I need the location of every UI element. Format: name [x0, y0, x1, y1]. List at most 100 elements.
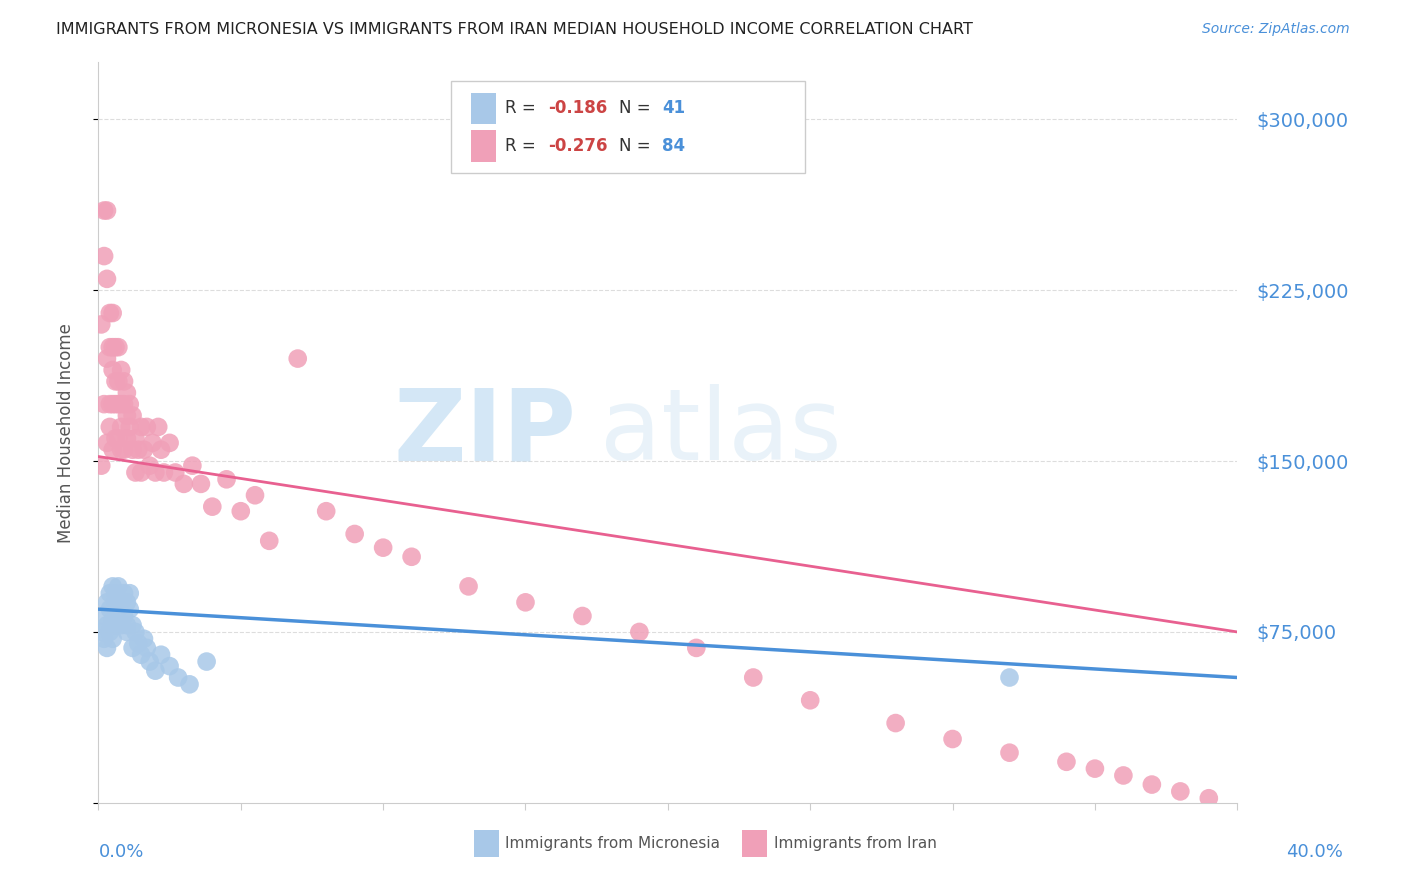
Point: [195, 655, 218, 669]
Point: [127, 636, 149, 650]
Point: [1198, 791, 1220, 805]
Point: [110, 397, 132, 411]
Point: [129, 466, 152, 480]
Point: [138, 458, 160, 473]
Point: [373, 541, 395, 555]
Point: [104, 431, 127, 445]
Point: [96, 435, 118, 450]
Point: [90, 458, 112, 473]
Point: [121, 640, 143, 655]
Point: [104, 340, 127, 354]
Text: IMMIGRANTS FROM MICRONESIA VS IMMIGRANTS FROM IRAN MEDIAN HOUSEHOLD INCOME CORRE: IMMIGRANTS FROM MICRONESIA VS IMMIGRANTS…: [56, 22, 973, 37]
Point: [115, 409, 138, 423]
Point: [101, 579, 124, 593]
Point: [110, 595, 132, 609]
Point: [229, 504, 252, 518]
Point: [685, 640, 707, 655]
Point: [628, 624, 651, 639]
Point: [129, 420, 152, 434]
Point: [96, 595, 118, 609]
Point: [115, 595, 138, 609]
Point: [159, 659, 181, 673]
Point: [90, 318, 112, 332]
Text: -0.276: -0.276: [548, 137, 607, 155]
Point: [93, 203, 115, 218]
Point: [884, 716, 907, 731]
Bar: [471, 130, 496, 161]
Point: [1112, 768, 1135, 782]
Point: [107, 431, 129, 445]
Point: [167, 671, 190, 685]
Point: [118, 420, 141, 434]
Point: [145, 664, 167, 678]
Point: [124, 431, 146, 445]
Point: [121, 442, 143, 457]
Point: [799, 693, 821, 707]
Point: [259, 533, 281, 548]
Point: [150, 442, 173, 457]
Point: [107, 602, 129, 616]
Point: [135, 640, 157, 655]
Point: [110, 363, 132, 377]
Point: [101, 363, 124, 377]
Point: [93, 397, 115, 411]
Text: N =: N =: [619, 100, 655, 118]
Point: [104, 397, 127, 411]
Point: [179, 677, 201, 691]
Point: [93, 609, 115, 624]
Point: [112, 609, 135, 624]
Point: [98, 397, 121, 411]
Point: [1084, 762, 1107, 776]
Text: 41: 41: [662, 100, 685, 118]
Point: [98, 340, 121, 354]
Text: Immigrants from Micronesia: Immigrants from Micronesia: [505, 836, 720, 851]
Point: [138, 655, 160, 669]
Point: [343, 527, 366, 541]
Point: [112, 442, 135, 457]
Bar: [742, 830, 766, 857]
Bar: [474, 830, 499, 857]
Point: [153, 466, 176, 480]
Point: [401, 549, 423, 564]
Point: [457, 579, 479, 593]
Point: [112, 586, 135, 600]
Point: [571, 609, 593, 624]
Point: [129, 648, 152, 662]
Point: [1056, 755, 1078, 769]
Point: [1140, 778, 1163, 792]
Text: N =: N =: [619, 137, 655, 155]
Point: [124, 624, 146, 639]
Point: [150, 648, 173, 662]
Point: [96, 351, 118, 366]
Text: Source: ZipAtlas.com: Source: ZipAtlas.com: [1202, 22, 1350, 37]
Text: ZIP: ZIP: [394, 384, 576, 481]
Point: [101, 442, 124, 457]
Point: [243, 488, 266, 502]
Point: [104, 595, 127, 609]
Point: [118, 586, 141, 600]
Point: [96, 272, 118, 286]
Point: [942, 731, 965, 746]
Text: 0.0%: 0.0%: [98, 843, 143, 861]
Point: [115, 618, 138, 632]
Point: [145, 466, 167, 480]
Point: [121, 409, 143, 423]
Point: [159, 435, 181, 450]
Point: [127, 442, 149, 457]
Point: [215, 472, 238, 486]
Point: [98, 586, 121, 600]
Point: [101, 397, 124, 411]
Point: [96, 640, 118, 655]
Point: [101, 632, 124, 646]
Point: [107, 340, 129, 354]
Point: [107, 397, 129, 411]
Point: [1170, 784, 1192, 798]
Point: [190, 476, 212, 491]
Text: R =: R =: [505, 137, 541, 155]
Point: [181, 458, 204, 473]
Point: [110, 618, 132, 632]
Point: [101, 340, 124, 354]
Point: [115, 385, 138, 400]
Y-axis label: Median Household Income: Median Household Income: [56, 323, 75, 542]
Point: [93, 632, 115, 646]
